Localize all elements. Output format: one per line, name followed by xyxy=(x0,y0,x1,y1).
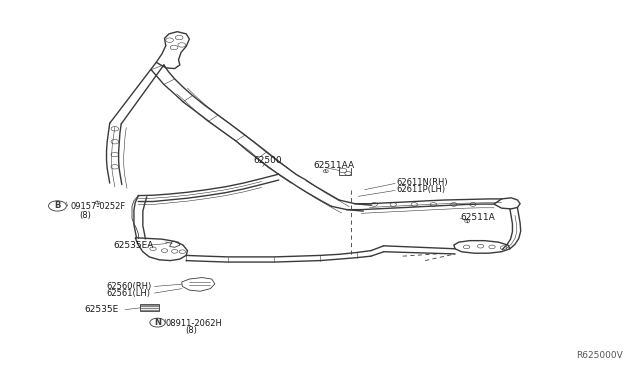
Text: 62500: 62500 xyxy=(253,155,282,165)
Text: N: N xyxy=(154,318,161,327)
Text: 62561(LH): 62561(LH) xyxy=(106,289,150,298)
Text: 62611P(LH): 62611P(LH) xyxy=(396,185,445,194)
Text: R625000V: R625000V xyxy=(576,350,623,359)
Text: 08911-2062H: 08911-2062H xyxy=(166,319,223,328)
Text: 62511AA: 62511AA xyxy=(314,161,355,170)
Text: 62535E: 62535E xyxy=(84,305,118,314)
Text: B: B xyxy=(54,201,61,211)
Text: 62560(RH): 62560(RH) xyxy=(106,282,152,291)
Text: 62535EA: 62535EA xyxy=(113,241,153,250)
Polygon shape xyxy=(140,304,159,311)
Text: (8): (8) xyxy=(79,211,91,220)
Text: 62511A: 62511A xyxy=(460,213,495,222)
Text: (8): (8) xyxy=(185,326,196,335)
Text: 62611N(RH): 62611N(RH) xyxy=(396,178,448,187)
Text: 09157-0252F: 09157-0252F xyxy=(70,202,125,211)
